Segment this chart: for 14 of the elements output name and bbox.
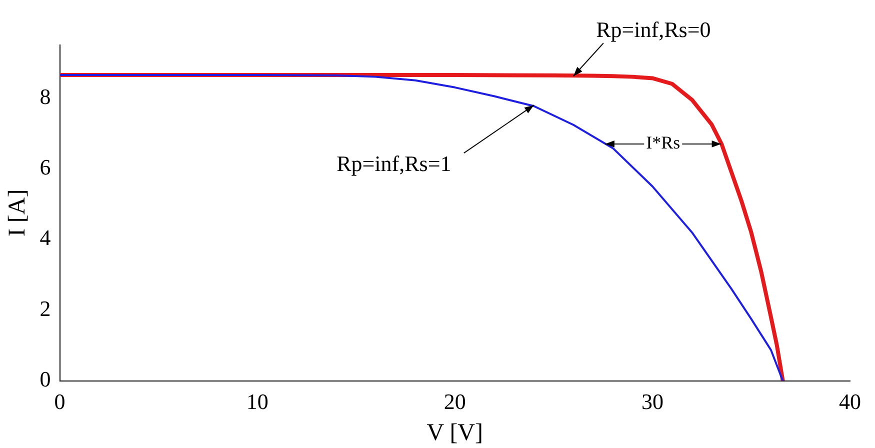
- y-tick-label: 4: [40, 225, 51, 250]
- annotation: Rp=inf,Rs=1: [336, 150, 452, 176]
- x-tick-label: 10: [246, 388, 268, 414]
- y-tick-label: 2: [40, 296, 51, 321]
- y-tick-label: 6: [40, 154, 51, 180]
- y-axis-title: I [A]: [4, 189, 31, 237]
- x-axis-title: V [V]: [426, 420, 484, 446]
- x-tick-label: 30: [641, 388, 664, 414]
- x-tick-label: 40: [839, 388, 861, 414]
- y-tick-label: 0: [40, 366, 51, 392]
- y-tick-label: 8: [40, 84, 51, 109]
- annotation: Rp=inf,Rs=0: [596, 16, 711, 42]
- annotation: I*Rs: [646, 132, 680, 153]
- x-tick-label: 20: [444, 388, 466, 414]
